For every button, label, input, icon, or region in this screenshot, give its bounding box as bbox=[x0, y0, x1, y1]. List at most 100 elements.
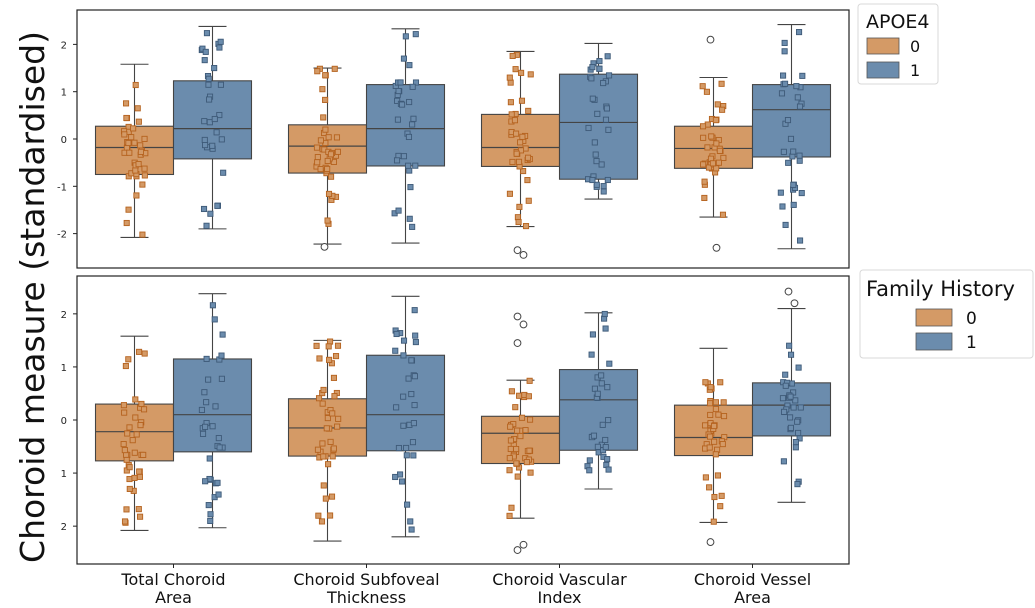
outlier-point bbox=[519, 540, 528, 549]
data-point bbox=[201, 136, 208, 143]
data-point bbox=[320, 453, 327, 460]
data-point bbox=[715, 159, 722, 166]
legend-swatch-apoe4-1 bbox=[866, 61, 900, 79]
data-point bbox=[516, 392, 523, 399]
data-point bbox=[600, 183, 607, 190]
data-point bbox=[701, 194, 708, 202]
data-point bbox=[132, 81, 139, 89]
data-point bbox=[327, 438, 334, 445]
data-point bbox=[201, 57, 208, 64]
data-point bbox=[787, 351, 795, 358]
iqr-box bbox=[365, 354, 446, 452]
data-point bbox=[596, 58, 603, 65]
data-point bbox=[605, 126, 612, 133]
data-point bbox=[407, 518, 414, 525]
data-point bbox=[594, 443, 601, 450]
data-point bbox=[709, 160, 716, 167]
data-point bbox=[795, 429, 802, 437]
data-point bbox=[701, 422, 709, 429]
outlier-point bbox=[790, 299, 799, 308]
outlier-point bbox=[320, 242, 329, 251]
data-point bbox=[400, 153, 408, 160]
data-point bbox=[324, 165, 331, 173]
data-point bbox=[322, 495, 329, 502]
data-point bbox=[602, 325, 609, 332]
data-point bbox=[792, 397, 799, 404]
data-point bbox=[600, 188, 607, 195]
data-point bbox=[406, 62, 413, 69]
data-point bbox=[126, 464, 133, 471]
data-point bbox=[314, 446, 322, 453]
data-point bbox=[702, 474, 709, 481]
data-point bbox=[132, 414, 139, 421]
y-tick-label-family-history-4: 2 bbox=[61, 522, 67, 533]
data-point bbox=[203, 30, 211, 37]
data-point bbox=[794, 418, 801, 425]
data-point bbox=[406, 98, 413, 106]
data-point bbox=[317, 166, 324, 173]
data-point bbox=[411, 307, 418, 314]
data-point bbox=[717, 503, 724, 510]
data-point bbox=[706, 484, 713, 491]
data-point bbox=[394, 116, 401, 123]
data-point bbox=[216, 111, 223, 119]
data-point bbox=[522, 223, 530, 230]
data-point bbox=[507, 445, 514, 453]
data-point bbox=[133, 431, 140, 438]
outlier-point bbox=[519, 251, 528, 259]
data-point bbox=[782, 371, 789, 378]
data-point bbox=[412, 162, 419, 169]
data-point bbox=[518, 414, 526, 421]
data-point bbox=[603, 105, 610, 112]
data-point bbox=[313, 342, 320, 349]
data-point bbox=[798, 190, 805, 197]
data-point bbox=[325, 343, 332, 350]
data-point bbox=[525, 393, 532, 400]
data-point bbox=[715, 411, 722, 418]
data-point bbox=[517, 433, 524, 440]
data-point bbox=[412, 339, 419, 346]
data-point bbox=[409, 223, 416, 230]
data-point bbox=[525, 197, 532, 204]
data-point bbox=[506, 512, 513, 519]
data-point bbox=[588, 75, 595, 82]
data-point bbox=[585, 124, 592, 132]
data-point bbox=[712, 451, 719, 458]
data-point bbox=[796, 29, 803, 36]
data-point bbox=[409, 121, 416, 128]
data-point bbox=[518, 97, 526, 104]
data-point bbox=[405, 375, 412, 382]
data-point bbox=[720, 413, 728, 420]
data-point bbox=[123, 114, 130, 122]
data-point bbox=[403, 452, 410, 459]
iqr-box bbox=[558, 369, 639, 451]
data-point bbox=[139, 231, 146, 238]
data-point bbox=[590, 432, 598, 439]
data-point bbox=[121, 518, 129, 525]
outlier-point bbox=[513, 246, 522, 255]
data-point bbox=[518, 69, 525, 76]
data-point bbox=[136, 468, 143, 475]
data-point bbox=[790, 148, 797, 155]
x-tick-label-1-0: Choroid Subfoveal bbox=[293, 570, 439, 589]
data-point bbox=[410, 452, 417, 459]
data-point bbox=[203, 355, 210, 362]
data-point bbox=[399, 101, 406, 108]
y-tick-label-apoe4-0: 2 bbox=[61, 40, 67, 51]
legend-title-family-history: Family History bbox=[866, 277, 1015, 301]
data-point bbox=[217, 38, 224, 45]
data-point bbox=[136, 473, 143, 480]
data-point bbox=[588, 351, 595, 358]
data-point bbox=[407, 184, 414, 191]
data-point bbox=[780, 72, 787, 79]
data-point bbox=[784, 117, 792, 124]
outlier-point bbox=[513, 312, 522, 321]
data-point bbox=[780, 458, 787, 465]
data-point bbox=[320, 114, 327, 121]
box-apoe4-1-3 bbox=[751, 23, 832, 250]
data-point bbox=[202, 48, 209, 55]
data-point bbox=[604, 456, 611, 463]
data-point bbox=[212, 403, 219, 410]
box-family-history-0-0 bbox=[94, 335, 175, 531]
data-point bbox=[703, 88, 710, 95]
